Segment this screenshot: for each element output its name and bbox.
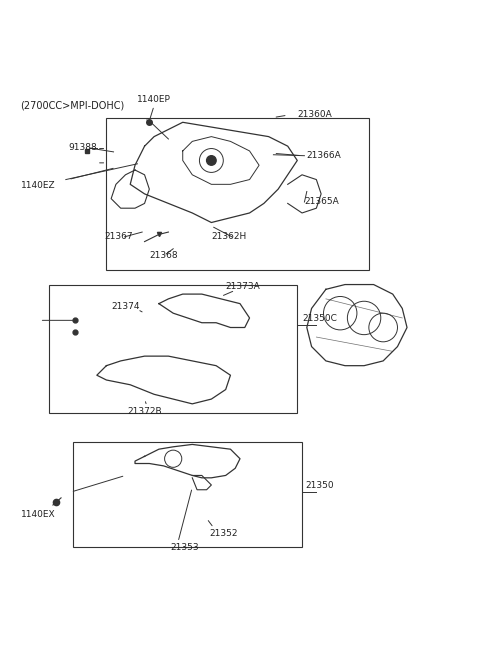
Text: 1140EZ: 1140EZ: [21, 181, 55, 190]
Text: 21374: 21374: [111, 301, 140, 310]
Text: 21350: 21350: [306, 481, 335, 490]
Text: 1140EP: 1140EP: [137, 95, 171, 104]
Text: 21353: 21353: [171, 542, 199, 552]
Text: 91388: 91388: [68, 143, 97, 151]
Text: 21372B: 21372B: [128, 407, 162, 417]
Text: 21365A: 21365A: [304, 198, 339, 206]
Circle shape: [206, 156, 216, 165]
Text: 1140EX: 1140EX: [21, 510, 55, 519]
Text: 21362H: 21362H: [211, 233, 247, 241]
Text: (2700CC>MPI-DOHC): (2700CC>MPI-DOHC): [21, 101, 125, 111]
Bar: [107, 117, 369, 271]
Text: 21350C: 21350C: [302, 314, 337, 323]
Text: 21368: 21368: [149, 252, 178, 261]
Text: 21367: 21367: [104, 233, 132, 241]
Text: 21352: 21352: [209, 529, 238, 538]
Text: 21366A: 21366A: [307, 151, 342, 160]
Text: 21373A: 21373A: [226, 282, 261, 291]
Bar: [73, 442, 302, 547]
Text: 21360A: 21360A: [297, 110, 332, 119]
Bar: [49, 284, 297, 413]
